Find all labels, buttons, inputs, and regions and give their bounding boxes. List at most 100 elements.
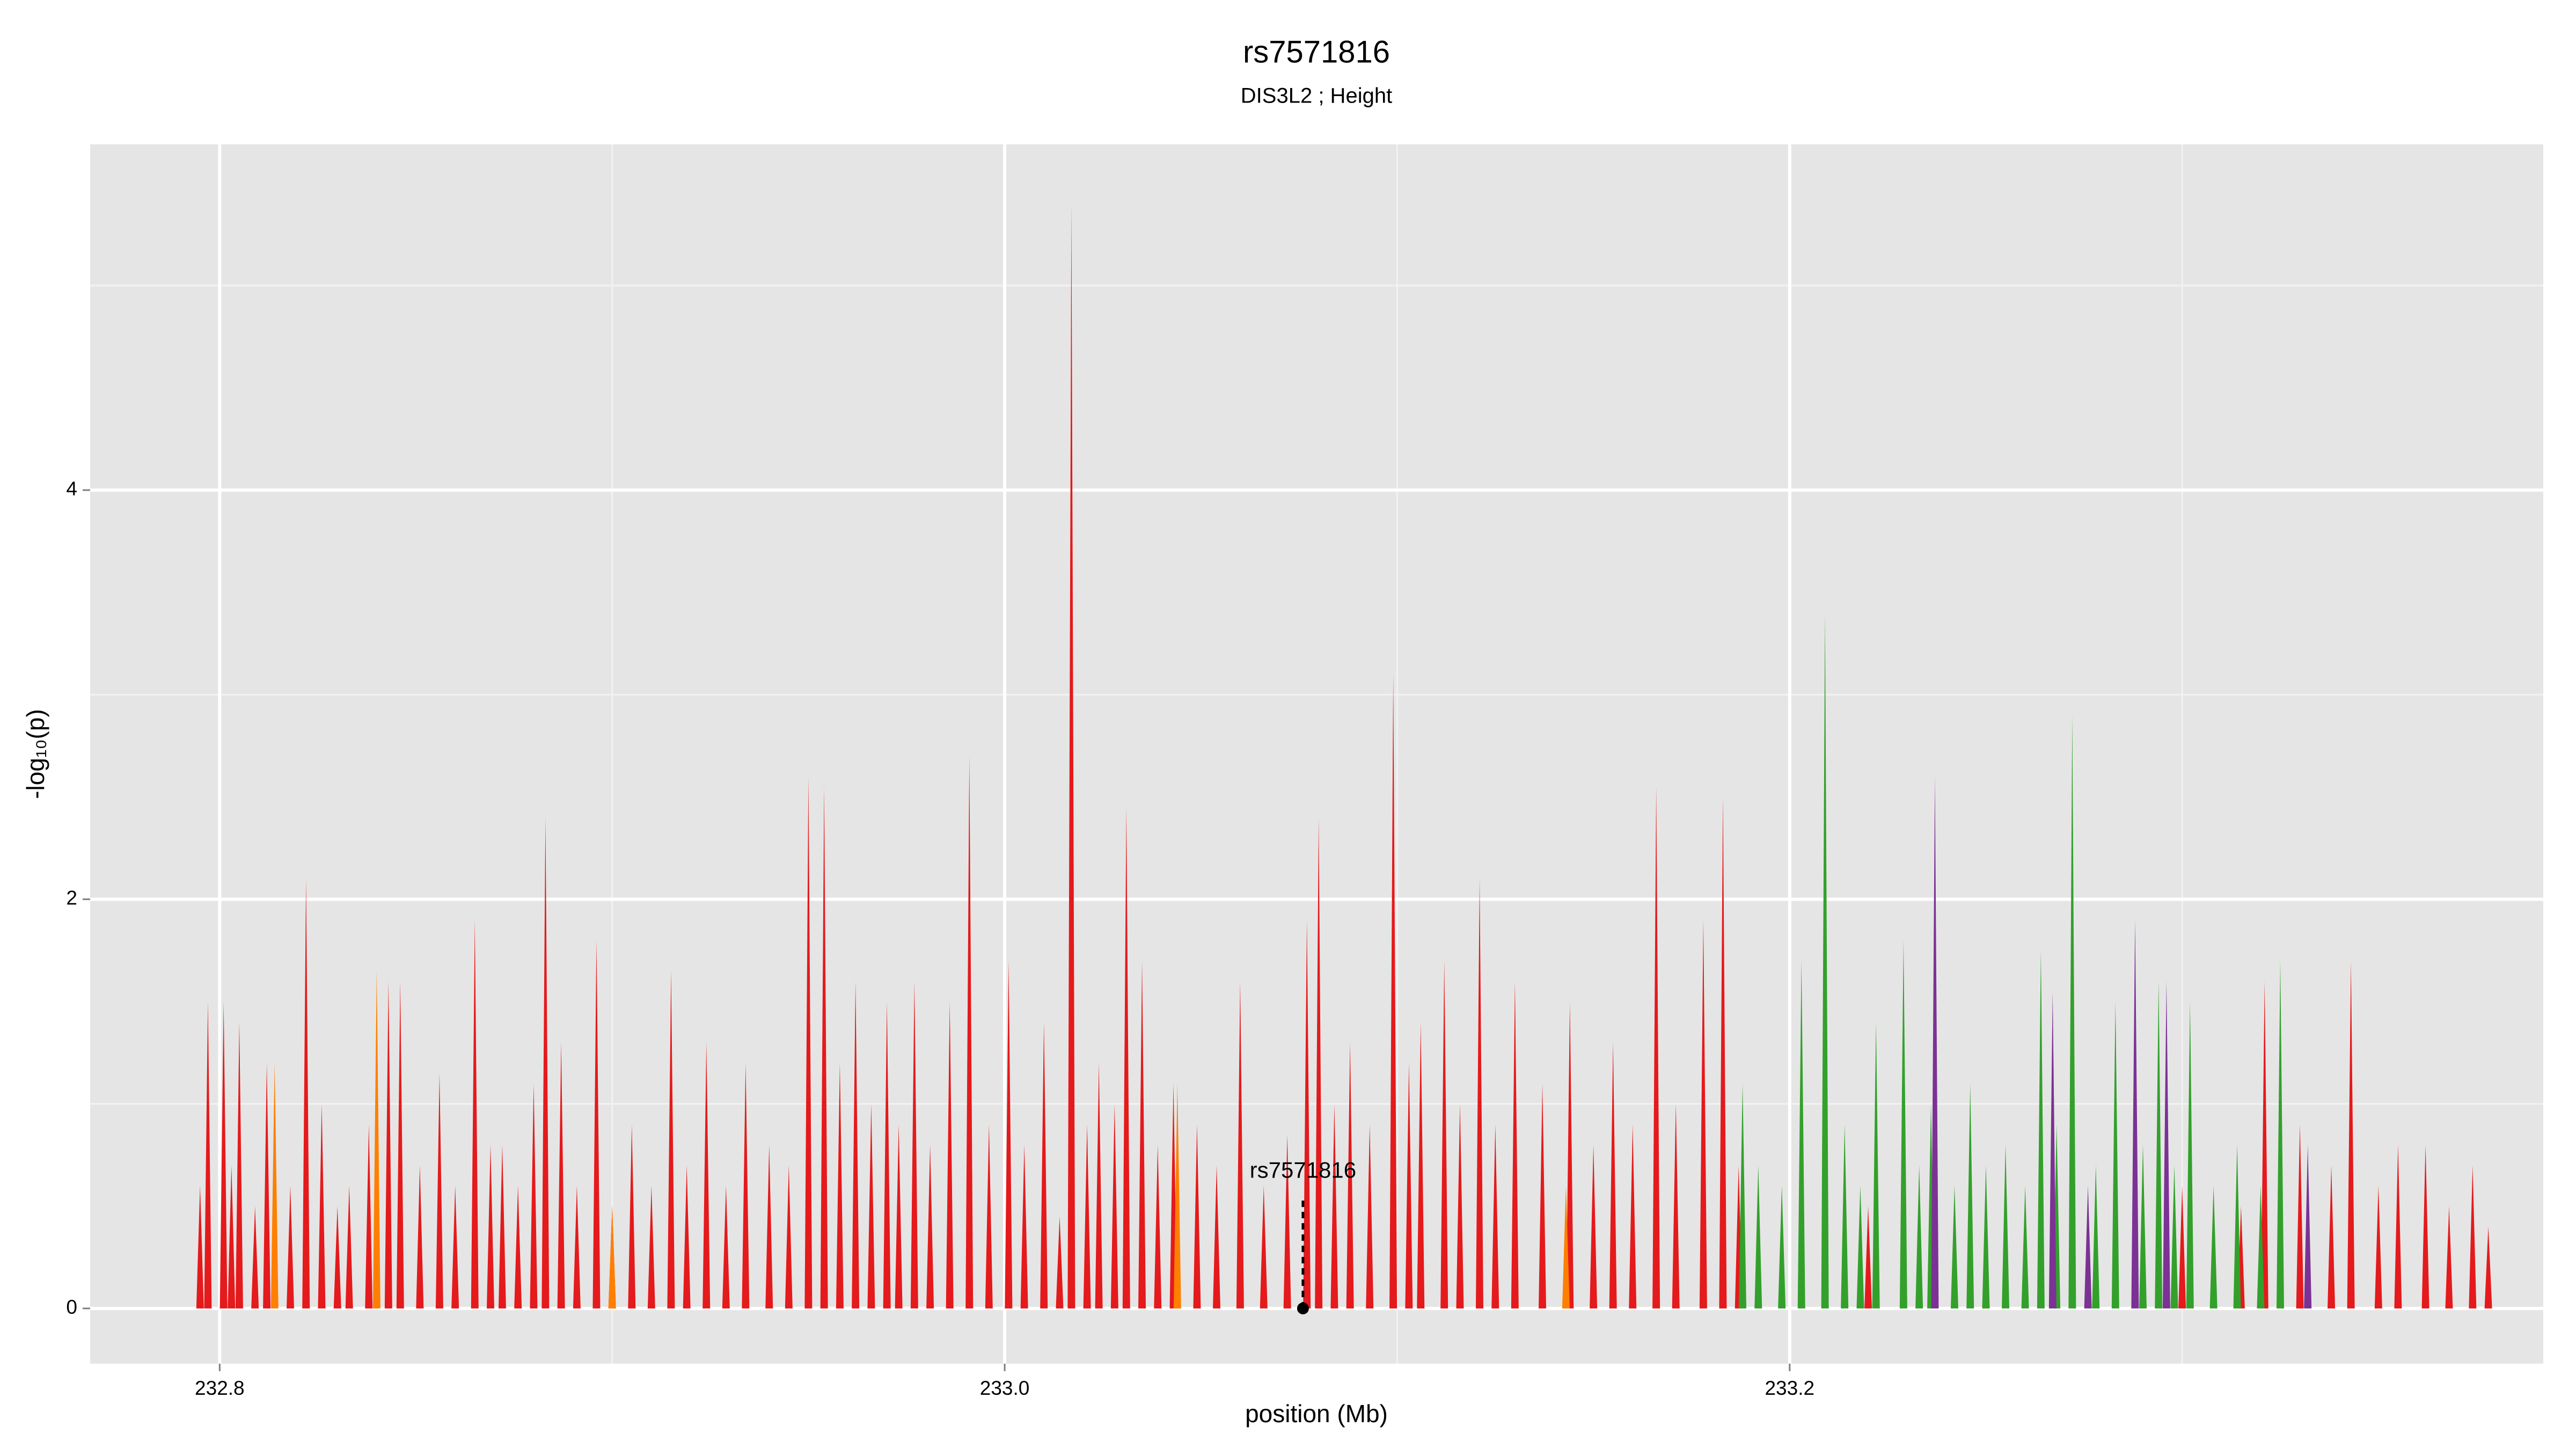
annotation-label: rs7571816 [1250, 1158, 1357, 1183]
spike [196, 1185, 204, 1309]
spike [2276, 961, 2284, 1309]
spike [667, 971, 675, 1309]
spike [2139, 1145, 2147, 1309]
spike [628, 1124, 636, 1309]
spike [1040, 1022, 1048, 1309]
x-axis-label: position (Mb) [1245, 1400, 1388, 1428]
spike [541, 817, 550, 1309]
spike [926, 1145, 934, 1309]
spike [1315, 817, 1323, 1309]
spike [1511, 981, 1519, 1309]
spike [1213, 1165, 1221, 1309]
spike [1966, 1083, 1974, 1309]
spike [2002, 1145, 2010, 1309]
spike [365, 1124, 373, 1309]
spike [1797, 961, 1805, 1309]
spike [1283, 1135, 1291, 1309]
spike [1950, 1185, 1958, 1309]
spike [384, 981, 392, 1309]
x-tick-label: 233.0 [980, 1377, 1030, 1399]
spike [1652, 786, 1660, 1309]
spike [1590, 1145, 1598, 1309]
spike [1260, 1185, 1268, 1309]
spike [2445, 1206, 2453, 1309]
spike [722, 1185, 730, 1309]
spike [1739, 1083, 1747, 1309]
spike [1122, 807, 1130, 1309]
spike [2233, 1145, 2241, 1309]
spike [895, 1124, 903, 1309]
spike [852, 981, 860, 1309]
marks [196, 203, 2492, 1309]
spike [204, 1001, 212, 1309]
spike [592, 940, 601, 1309]
spike [1440, 961, 1448, 1309]
spike [1366, 1124, 1374, 1309]
spike [1629, 1124, 1637, 1309]
spike [345, 1185, 353, 1309]
spike [2304, 1145, 2312, 1309]
spike [1005, 961, 1013, 1309]
spike [965, 756, 974, 1309]
spike [1389, 674, 1397, 1309]
spike [910, 981, 918, 1309]
spike [235, 1022, 243, 1309]
spike [1456, 1103, 1464, 1309]
spike [372, 971, 380, 1309]
spike [451, 1185, 459, 1309]
spike [1982, 1165, 1990, 1309]
spike [1864, 1206, 1872, 1309]
spike [1095, 1063, 1103, 1309]
spike [2084, 1185, 2092, 1309]
spike [2162, 981, 2170, 1309]
spike [1778, 1185, 1786, 1309]
spike [573, 1185, 581, 1309]
spike [263, 1063, 271, 1309]
spike [471, 919, 479, 1309]
spike [1699, 919, 1707, 1309]
spike [1491, 1124, 1499, 1309]
spike [2178, 1185, 2186, 1309]
x-tick-label: 232.8 [195, 1377, 245, 1399]
spike [1872, 1022, 1880, 1309]
spike [1330, 1103, 1338, 1309]
spike [2037, 950, 2045, 1309]
spike [2469, 1165, 2477, 1309]
spike [1566, 1001, 1574, 1309]
spike [2170, 1165, 2178, 1309]
spike [1915, 1165, 1923, 1309]
spike [2155, 981, 2163, 1309]
spike [2394, 1145, 2402, 1309]
spike [820, 786, 828, 1309]
spike [2257, 1185, 2265, 1309]
spike [1020, 1145, 1028, 1309]
spike [219, 1001, 228, 1309]
spike [1476, 879, 1484, 1309]
spike [1193, 1124, 1201, 1309]
spike [2209, 1185, 2218, 1309]
y-tick-label: 0 [66, 1296, 77, 1318]
annotation-point [1297, 1302, 1309, 1315]
spike [2484, 1226, 2492, 1309]
spike [742, 1063, 750, 1309]
spike [867, 1103, 875, 1309]
spike [1154, 1145, 1162, 1309]
spike [946, 1001, 954, 1309]
spike [985, 1124, 993, 1309]
y-tick-label: 2 [66, 887, 77, 909]
spike [2111, 1001, 2119, 1309]
spike [683, 1165, 691, 1309]
spike [228, 1165, 236, 1309]
x-tick-label: 233.2 [1765, 1377, 1814, 1399]
spike [765, 1145, 773, 1309]
spike [1405, 1063, 1413, 1309]
spike [647, 1185, 655, 1309]
spike [2328, 1165, 2336, 1309]
spike [702, 1042, 711, 1309]
spike [836, 1063, 844, 1309]
spike [1067, 203, 1075, 1309]
spike [2296, 1124, 2304, 1309]
spike [1083, 1124, 1091, 1309]
spike [804, 776, 813, 1309]
spike [1754, 1165, 1762, 1309]
